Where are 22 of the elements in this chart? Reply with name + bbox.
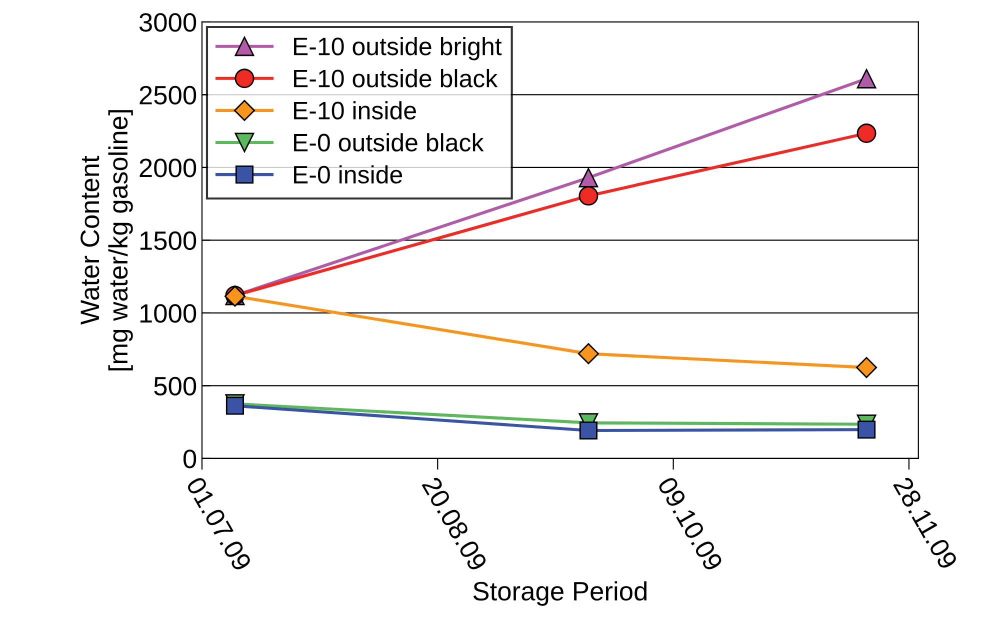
y-tick-label: 2000: [140, 158, 196, 178]
point: [856, 356, 878, 378]
y-tick-label: 2500: [140, 86, 196, 105]
point: [578, 168, 598, 188]
point: [856, 124, 876, 143]
point: [578, 343, 599, 364]
legend-label: E-10 outside bright: [294, 36, 502, 60]
legend-label: E-0 outside black: [294, 133, 484, 152]
point: [858, 420, 876, 439]
legend-label: E-10 outside black: [294, 69, 498, 88]
point: [856, 68, 876, 88]
point: [578, 186, 598, 206]
point: [579, 421, 598, 440]
y-tick-label: 500: [154, 376, 196, 396]
legend-label: E-10 inside: [294, 101, 416, 120]
y-axis-title: Water Content [mg water/kg gasoline]: [80, 110, 133, 370]
y-tick-label: 1500: [140, 231, 196, 250]
y-tick-label: 1000: [140, 304, 196, 323]
x-axis-title: Storage Period: [473, 581, 647, 606]
legend-label: E-0 inside: [294, 165, 402, 184]
y-tick-label: 3000: [139, 13, 196, 32]
y-tick-label: 0: [183, 450, 196, 468]
